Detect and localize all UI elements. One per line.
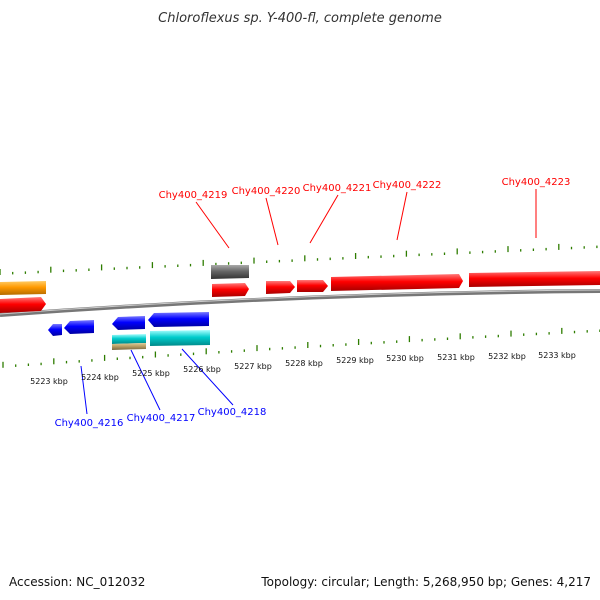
genome-backbone-highlight: [0, 289, 600, 315]
kbp-label: 5229 kbp: [336, 356, 374, 365]
reverse-gene-labels: Chy400_4216 Chy400_4217 Chy400_4218: [55, 348, 267, 429]
leader-line: [265, 197, 279, 246]
feature-blue-4218: [148, 312, 209, 327]
gene-label-chy400-4222: Chy400_4222: [373, 180, 442, 191]
kbp-label: 5228 kbp: [285, 359, 323, 368]
kbp-scale-labels: 5223 kbp 5224 kbp 5225 kbp 5226 kbp 5227…: [30, 351, 576, 386]
feature-chy400-4223: [469, 271, 600, 287]
feature-chy400-4222: [331, 274, 463, 291]
feature-cyan-4217: [112, 334, 146, 344]
gene-label-chy400-4219: Chy400_4219: [159, 190, 228, 201]
feature-red-left: [0, 297, 46, 313]
leader-line: [181, 348, 234, 406]
kbp-label: 5233 kbp: [538, 351, 576, 360]
gene-label-chy400-4217: Chy400_4217: [127, 413, 196, 424]
feature-tan: [112, 343, 146, 350]
feature-blue-4217: [112, 316, 145, 330]
kbp-label: 5224 kbp: [81, 373, 119, 382]
leader-line: [195, 201, 230, 249]
kbp-label: 5223 kbp: [30, 377, 68, 386]
genome-backbone: [0, 289, 600, 317]
feature-chy400-4221: [297, 280, 328, 292]
topology-summary: Topology: circular; Length: 5,268,950 bp…: [260, 575, 591, 589]
leader-line: [80, 365, 88, 415]
kbp-label: 5230 kbp: [386, 354, 424, 363]
leader-line: [130, 349, 161, 411]
feature-orange-left: [0, 281, 46, 295]
gene-label-chy400-4218: Chy400_4218: [198, 407, 267, 418]
kbp-label: 5226 kbp: [183, 365, 221, 374]
accession-text: Accession: NC_012032: [9, 575, 145, 589]
feature-chy400-4216: [64, 320, 94, 334]
gene-label-chy400-4221: Chy400_4221: [303, 183, 372, 194]
kbp-label: 5231 kbp: [437, 353, 475, 362]
map-title: Chloroflexus sp. Y-400-fl, complete geno…: [158, 11, 442, 26]
feature-gray: [211, 265, 249, 279]
leader-line: [396, 191, 408, 241]
feature-chy400-4219: [212, 283, 249, 297]
gene-label-chy400-4220: Chy400_4220: [232, 186, 301, 197]
outer-tick-row: [0, 243, 598, 275]
gene-label-chy400-4223: Chy400_4223: [502, 177, 571, 188]
forward-gene-labels: Chy400_4219 Chy400_4220 Chy400_4221 Chy4…: [159, 177, 571, 249]
kbp-label: 5232 kbp: [488, 352, 526, 361]
feature-cyan-4218: [150, 330, 210, 346]
kbp-label: 5225 kbp: [132, 369, 170, 378]
feature-chy400-4220: [266, 281, 295, 294]
gene-label-chy400-4216: Chy400_4216: [55, 418, 124, 429]
kbp-label: 5227 kbp: [234, 362, 272, 371]
feature-blue-small: [48, 324, 62, 336]
leader-line: [309, 194, 339, 244]
